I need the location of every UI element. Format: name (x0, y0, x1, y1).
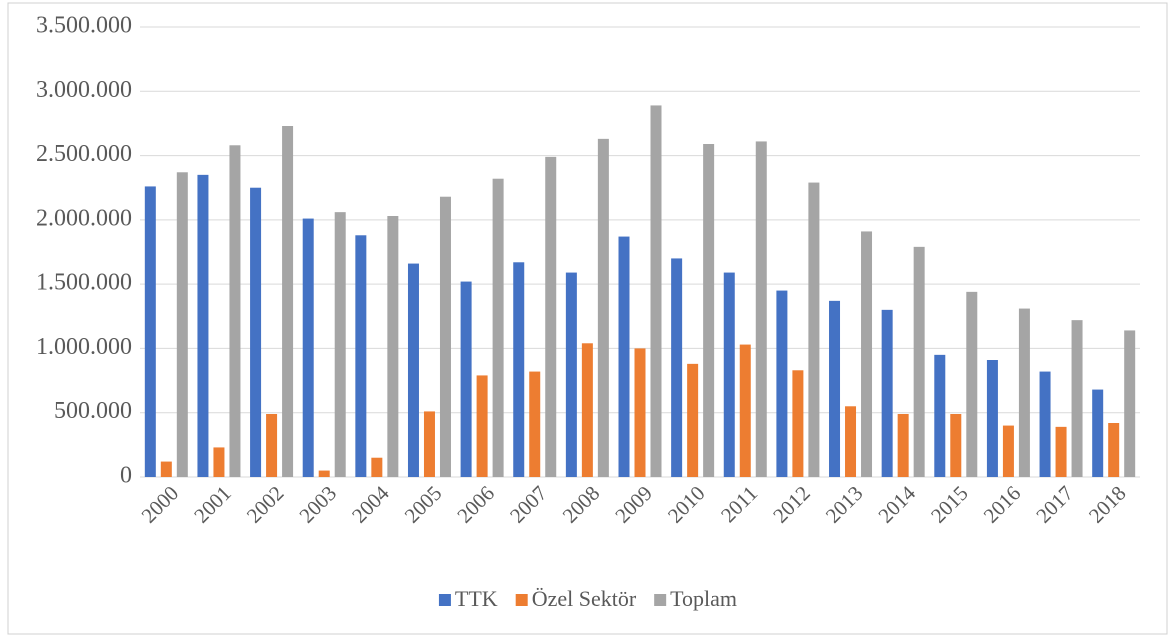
bar (302, 218, 314, 478)
y-tick-label: 500.000 (54, 398, 132, 424)
bar (739, 344, 751, 477)
bar (861, 231, 873, 477)
bar (387, 216, 399, 477)
bar (492, 178, 504, 477)
bar (1108, 423, 1120, 477)
bar (439, 196, 451, 477)
bar (266, 414, 278, 477)
bar (229, 145, 241, 478)
bar (423, 411, 435, 477)
bar (703, 144, 715, 477)
bar (829, 300, 841, 477)
y-tick-label: 2.500.000 (36, 141, 132, 167)
legend-swatch (438, 594, 451, 606)
bar (160, 461, 172, 477)
bar (1002, 425, 1014, 477)
y-tick-label: 0 (120, 463, 132, 489)
bar (1018, 308, 1030, 477)
bar (565, 272, 577, 477)
bar (897, 414, 909, 477)
bar (581, 343, 593, 477)
legend-label: TTK (455, 586, 498, 611)
bar (1055, 426, 1067, 477)
legend-swatch (654, 594, 667, 606)
bar (213, 447, 225, 477)
bar (597, 138, 609, 477)
bar (634, 348, 646, 477)
bar (934, 354, 946, 477)
bar (407, 263, 419, 477)
bar (1039, 371, 1051, 477)
y-tick-label: 2.000.000 (36, 205, 132, 231)
bar (776, 290, 788, 477)
bar (282, 126, 294, 477)
y-tick-label: 1.500.000 (36, 270, 132, 296)
bar (176, 172, 188, 478)
bar (1092, 389, 1104, 477)
legend-label: Özel Sektör (532, 586, 637, 611)
bar (476, 375, 488, 477)
bar (950, 414, 962, 477)
bar (792, 370, 804, 477)
bar (986, 360, 998, 477)
legend-label: Toplam (670, 586, 737, 611)
bar (1071, 320, 1083, 477)
bar (650, 105, 662, 477)
bar (618, 236, 630, 477)
bar (197, 174, 209, 477)
bar (371, 457, 383, 477)
bar (318, 470, 330, 477)
y-tick-label: 1.000.000 (36, 334, 132, 360)
bar (881, 309, 893, 477)
bar (845, 406, 857, 477)
y-tick-label: 3.500.000 (36, 13, 132, 39)
bar (513, 262, 525, 477)
bar (671, 258, 683, 477)
bar (250, 187, 262, 477)
bar (1124, 330, 1136, 477)
bar (755, 141, 767, 477)
bar (334, 212, 346, 477)
y-tick-label: 3.000.000 (36, 77, 132, 103)
bar (529, 371, 541, 477)
bar (355, 235, 367, 477)
bar (808, 182, 820, 478)
bar (913, 246, 925, 477)
bar (460, 281, 472, 477)
bar (966, 291, 978, 477)
legend-swatch (515, 594, 528, 606)
bar (144, 186, 156, 477)
bar (545, 156, 557, 477)
bar (723, 272, 735, 477)
bar (687, 363, 699, 477)
